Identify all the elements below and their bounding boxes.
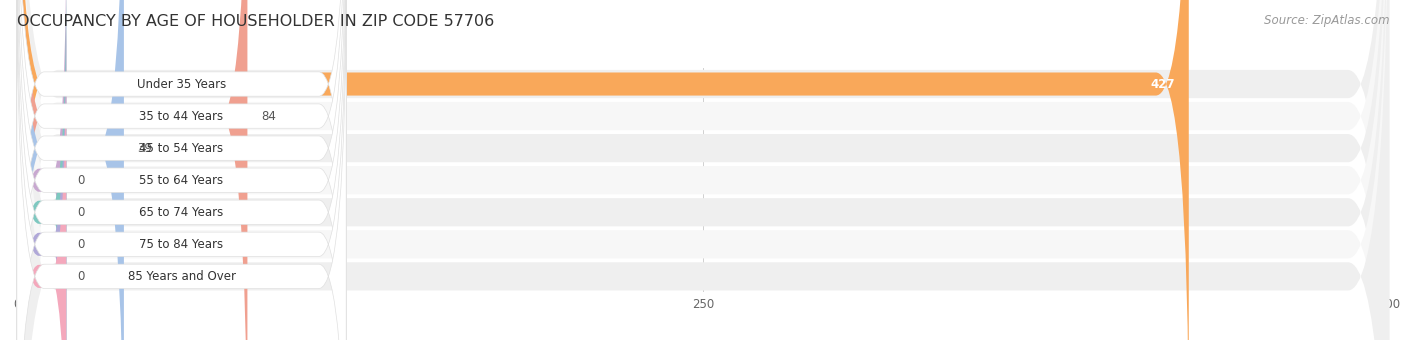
Text: 0: 0 — [77, 174, 84, 187]
FancyBboxPatch shape — [17, 0, 346, 340]
FancyBboxPatch shape — [17, 0, 1389, 340]
FancyBboxPatch shape — [17, 0, 346, 340]
Text: 84: 84 — [262, 109, 276, 123]
FancyBboxPatch shape — [17, 0, 66, 340]
FancyBboxPatch shape — [17, 0, 346, 340]
Text: 0: 0 — [77, 270, 84, 283]
Text: 55 to 64 Years: 55 to 64 Years — [139, 174, 224, 187]
FancyBboxPatch shape — [17, 32, 66, 340]
FancyBboxPatch shape — [17, 0, 1389, 340]
Text: Source: ZipAtlas.com: Source: ZipAtlas.com — [1264, 14, 1389, 27]
FancyBboxPatch shape — [17, 0, 1189, 340]
FancyBboxPatch shape — [17, 0, 346, 340]
Text: Under 35 Years: Under 35 Years — [136, 78, 226, 90]
FancyBboxPatch shape — [17, 0, 247, 340]
FancyBboxPatch shape — [17, 0, 346, 340]
FancyBboxPatch shape — [17, 0, 1389, 340]
FancyBboxPatch shape — [17, 0, 1389, 340]
Text: 39: 39 — [138, 142, 152, 155]
FancyBboxPatch shape — [17, 0, 1389, 340]
FancyBboxPatch shape — [17, 0, 66, 340]
FancyBboxPatch shape — [17, 0, 124, 340]
FancyBboxPatch shape — [17, 0, 1389, 340]
Text: 0: 0 — [77, 206, 84, 219]
FancyBboxPatch shape — [17, 0, 1389, 340]
Text: 0: 0 — [77, 238, 84, 251]
Text: 65 to 74 Years: 65 to 74 Years — [139, 206, 224, 219]
FancyBboxPatch shape — [17, 0, 346, 340]
FancyBboxPatch shape — [17, 0, 66, 340]
Text: 85 Years and Over: 85 Years and Over — [128, 270, 236, 283]
Text: 35 to 44 Years: 35 to 44 Years — [139, 109, 224, 123]
Text: 75 to 84 Years: 75 to 84 Years — [139, 238, 224, 251]
Text: OCCUPANCY BY AGE OF HOUSEHOLDER IN ZIP CODE 57706: OCCUPANCY BY AGE OF HOUSEHOLDER IN ZIP C… — [17, 14, 494, 29]
FancyBboxPatch shape — [17, 0, 346, 340]
Text: 45 to 54 Years: 45 to 54 Years — [139, 142, 224, 155]
Text: 427: 427 — [1150, 78, 1175, 90]
